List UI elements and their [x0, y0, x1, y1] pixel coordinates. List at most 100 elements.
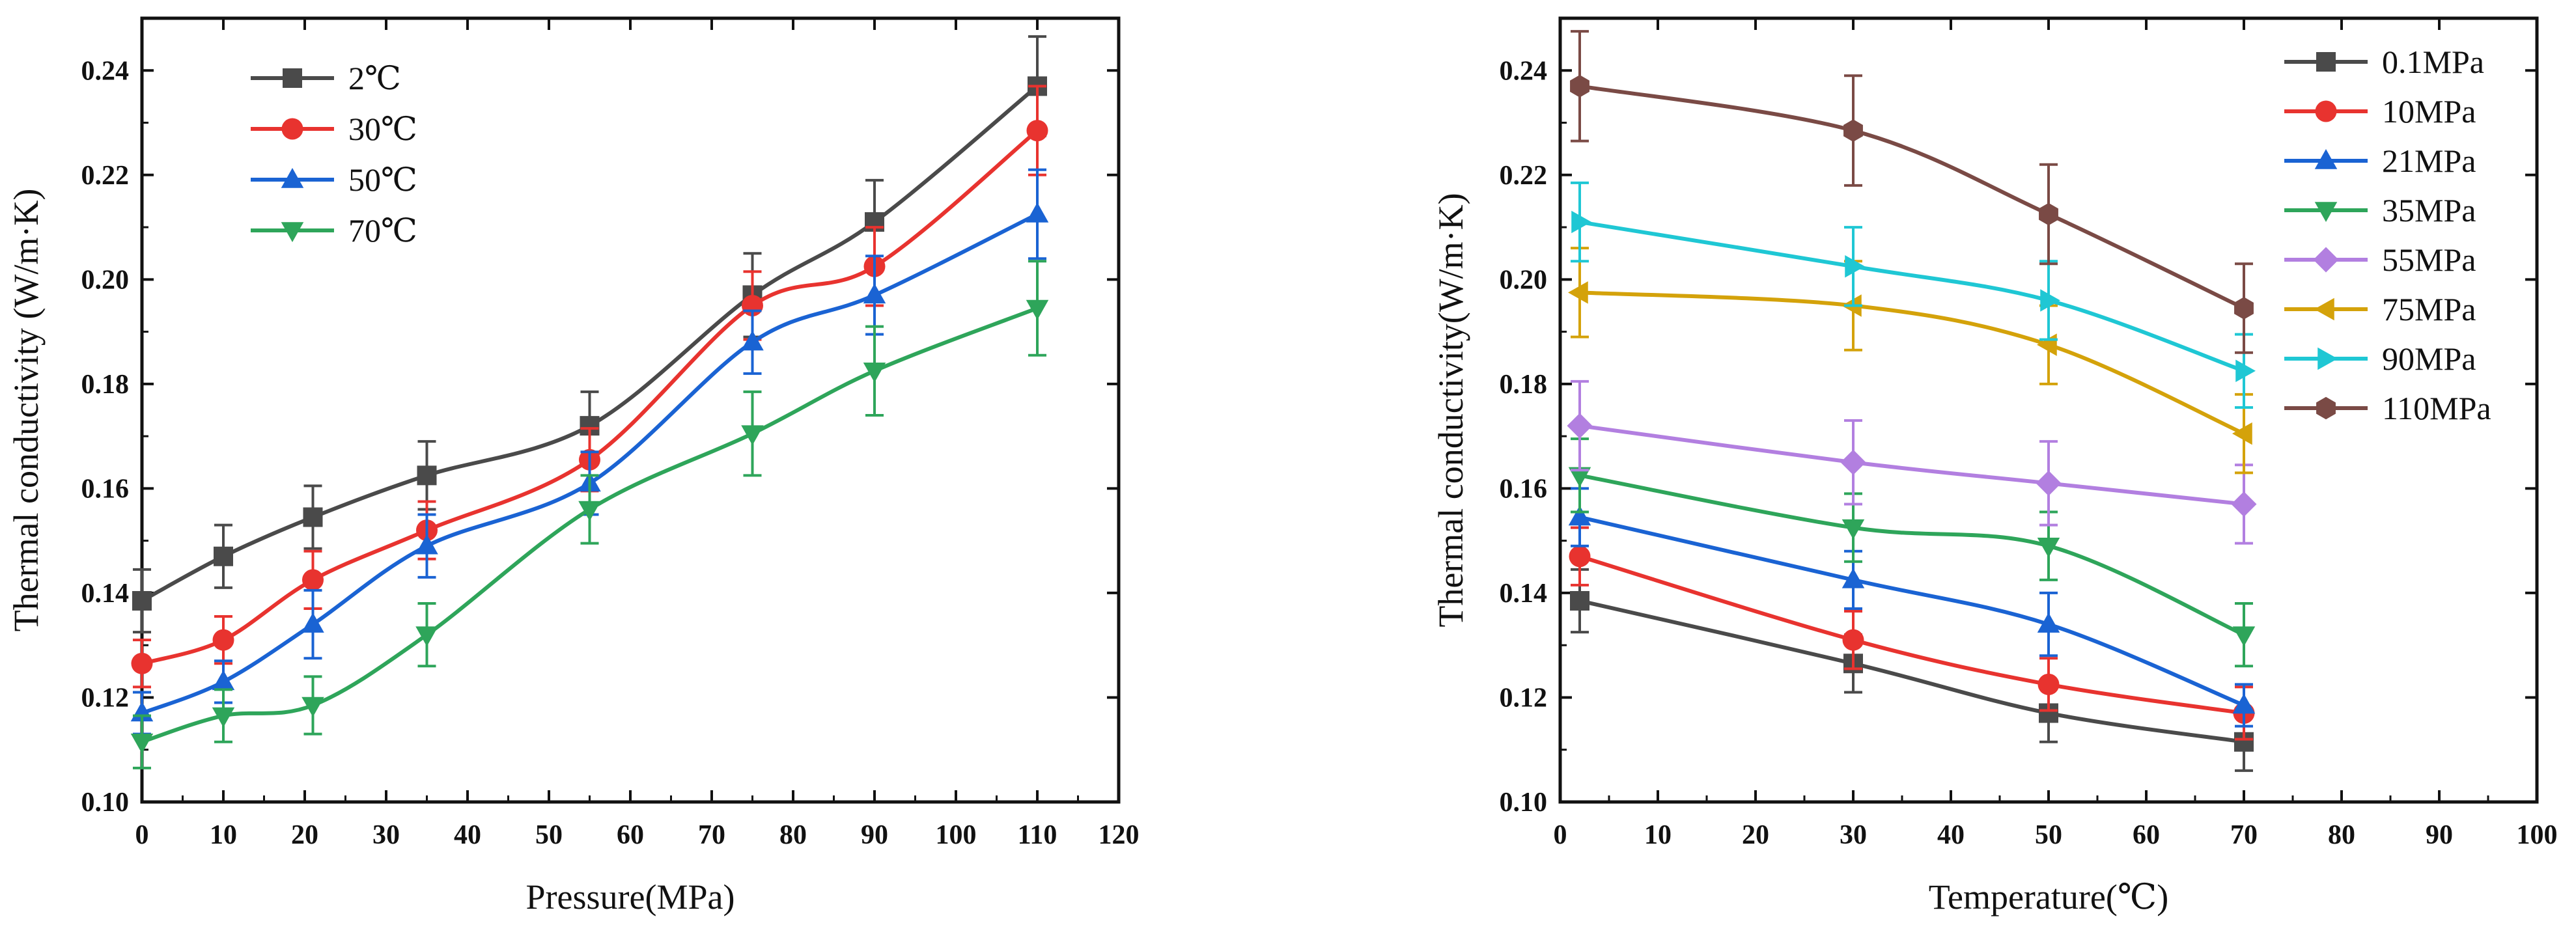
data-point [415, 534, 438, 555]
y-tick-label: 0.10 [1500, 788, 1548, 818]
data-point [2039, 703, 2058, 723]
x-tick-label: 50 [535, 820, 563, 850]
data-point [301, 697, 324, 717]
legend-entry: 75MPa [2284, 291, 2476, 327]
data-point [2037, 333, 2057, 356]
data-point [417, 465, 437, 486]
data-point [1026, 299, 1049, 320]
legend-entry: 35MPa [2284, 192, 2476, 228]
x-tick-label: 10 [210, 820, 237, 850]
x-tick-label: 100 [2517, 820, 2558, 850]
x-tick-label: 50 [2035, 820, 2062, 850]
data-point [132, 590, 152, 611]
y-tick-label: 0.16 [81, 474, 130, 504]
data-point [2036, 470, 2062, 496]
y-tick-label: 0.24 [1500, 56, 1548, 86]
data-point [2234, 297, 2254, 320]
legend-entry: 0.1MPa [2284, 44, 2484, 80]
data-point [2037, 613, 2060, 633]
data-point [580, 416, 600, 436]
x-tick-label: 70 [698, 820, 725, 850]
y-axis-title: Thermal conductivity(W/m·K) [1431, 193, 1470, 627]
legend-marker [2317, 347, 2338, 370]
data-point [214, 546, 233, 566]
series-4 [130, 260, 1049, 769]
legend-label: 75MPa [2382, 291, 2476, 327]
data-point [1568, 467, 1591, 488]
data-point [212, 629, 234, 651]
x-axis-ticks: 0 10 20 30 40 50 60 70 80 90 100 [1554, 18, 2558, 850]
y-axis-ticks: 0.10 0.12 0.14 0.16 0.18 0.20 0.22 0.24 [81, 17, 1119, 818]
legend-marker [283, 68, 302, 88]
x-tick-label: 60 [617, 820, 644, 850]
data-point [415, 626, 438, 647]
legend-entry: 2℃ [251, 60, 401, 96]
series-3 [130, 168, 1049, 736]
legend-label: 110MPa [2382, 390, 2491, 426]
data-point [1568, 505, 1591, 526]
y-tick-label: 0.22 [81, 161, 130, 191]
data-point [578, 501, 601, 521]
data-point [1026, 202, 1049, 223]
data-point [2235, 359, 2256, 383]
y-tick-label: 0.18 [1500, 370, 1548, 400]
y-tick-label: 0.14 [81, 579, 130, 609]
x-tick-label: 40 [454, 820, 481, 850]
y-tick-label: 0.12 [81, 683, 130, 713]
series-line [1579, 84, 2245, 310]
legend-label: 2℃ [348, 60, 401, 96]
data-point [1571, 210, 1591, 234]
x-tick-label: 90 [2426, 820, 2453, 850]
y-tick-label: 0.14 [1500, 579, 1548, 609]
legend-marker [281, 168, 304, 188]
y-axis-ticks: 0.10 0.12 0.14 0.16 0.18 0.20 0.22 0.24 [1500, 17, 2537, 818]
legend-label: 70℃ [348, 212, 417, 249]
series-line [1579, 554, 2245, 715]
series-2 [1569, 526, 2255, 741]
data-point [1845, 255, 1865, 278]
data-point [2231, 491, 2257, 517]
data-point [130, 733, 154, 754]
pressure-chart: 0 10 20 30 40 50 60 70 80 90 100 110 120 0.10 0.12 0.14… [7, 16, 1140, 917]
y-tick-label: 0.24 [81, 56, 130, 86]
series-8 [1570, 30, 2254, 354]
x-axis-title: Temperature(℃) [1929, 877, 2168, 917]
y-tick-label: 0.10 [81, 788, 130, 818]
legend-label: 35MPa [2382, 192, 2476, 228]
data-point [1843, 119, 1863, 142]
x-tick-label: 110 [1018, 820, 1057, 850]
series-3 [1568, 487, 2256, 728]
legend-entry: 30℃ [251, 111, 417, 147]
data-point [2037, 673, 2060, 695]
legend-marker [2316, 396, 2336, 420]
legend-label: 10MPa [2382, 93, 2476, 130]
legend-marker [2316, 52, 2336, 72]
x-tick-label: 30 [372, 820, 400, 850]
legend-marker [281, 118, 303, 140]
legend-entry: 55MPa [2284, 241, 2476, 278]
series-line [1579, 599, 2245, 744]
legend-label: 0.1MPa [2382, 44, 2484, 80]
x-tick-label: 30 [1840, 820, 1867, 850]
legend-label: 90MPa [2382, 340, 2476, 377]
x-tick-label: 40 [1937, 820, 1965, 850]
data-point [302, 569, 324, 591]
legend-marker [2313, 247, 2339, 273]
legend-label: 21MPa [2382, 143, 2476, 179]
x-tick-label: 80 [779, 820, 807, 850]
data-point [1842, 629, 1864, 651]
x-tick-label: 90 [861, 820, 888, 850]
legend-marker [2314, 297, 2334, 321]
y-tick-label: 0.20 [81, 265, 130, 295]
data-point [1841, 519, 1865, 540]
legend-entry: 21MPa [2284, 143, 2476, 179]
legend-marker [281, 222, 304, 242]
x-axis-title: Pressure(MPa) [526, 877, 735, 917]
legend-entry: 10MPa [2284, 93, 2476, 130]
data-point [212, 670, 235, 691]
data-point [2232, 693, 2256, 714]
x-tick-label: 80 [2328, 820, 2355, 850]
data-point [301, 613, 324, 633]
data-point [2039, 202, 2058, 226]
